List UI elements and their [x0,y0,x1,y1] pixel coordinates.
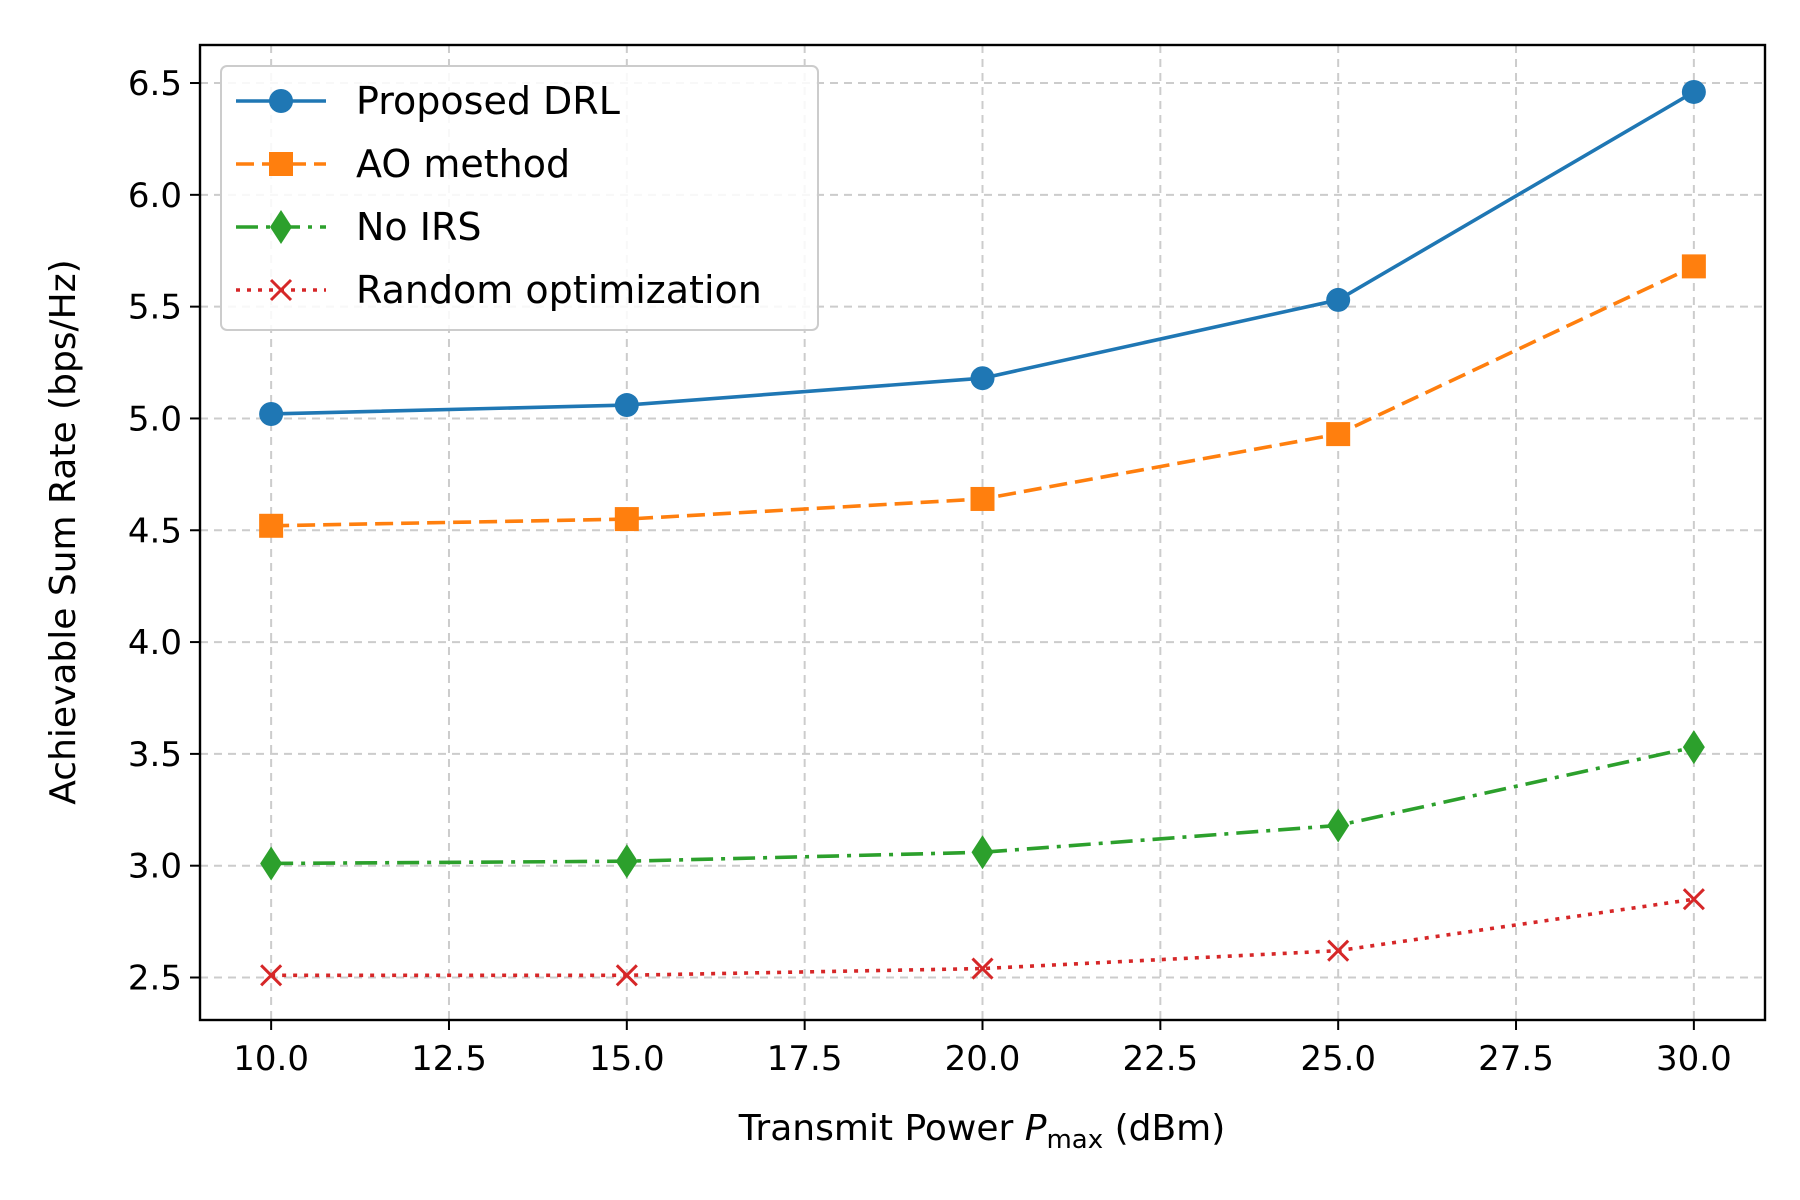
x-tick-label: 10.0 [233,1039,309,1079]
data-point-proposed-drl [1681,79,1706,104]
legend-entry-random-optimization: Random optimization [236,268,762,312]
legend: Proposed DRL AO method No IRS Random optimi… [220,65,819,331]
x-tick-label: 25.0 [1300,1039,1376,1079]
legend-label-no-irs: No IRS [356,205,482,249]
legend-marker-proposed-drl [269,89,293,113]
y-axis-label: Achievable Sum Rate (bps/Hz) [43,259,84,804]
ticks: 10.0 12.5 15.0 17.5 20.0 22.5 25.0 27.5 30.0 2.5 3… [128,64,1732,1079]
series-random-optimization [260,888,1705,987]
legend-marker-no-irs [270,210,292,244]
series-layer [259,79,1706,987]
data-point-ao-method [259,513,284,538]
y-tick-label: 3.5 [128,735,182,775]
data-point-ao-method [1681,254,1706,279]
data-point-ao-method [970,486,995,511]
series-ao-method [259,254,1706,538]
y-tick-label: 3.0 [128,847,182,887]
x-tick-label: 27.5 [1478,1039,1554,1079]
data-point-random-optimization [971,957,994,980]
grid [200,45,1765,1020]
legend-entry-no-irs: No IRS [236,205,482,249]
legend-label-ao-method: AO method [356,142,570,186]
legend-entry-ao-method: AO method [236,142,570,186]
x-tick-label: 12.5 [411,1039,487,1079]
data-point-random-optimization [1682,888,1705,911]
data-point-proposed-drl [614,393,639,418]
x-tick-label: 17.5 [767,1039,843,1079]
data-point-no-irs [1682,730,1705,765]
y-tick-label: 5.0 [128,399,182,439]
data-point-random-optimization [1327,939,1350,962]
y-tick-label: 4.5 [128,511,182,551]
x-tick-label: 22.5 [1122,1039,1198,1079]
data-point-ao-method [614,507,639,532]
data-point-proposed-drl [1326,287,1351,312]
series-proposed-drl [259,79,1706,426]
series-line-random-optimization [271,897,1695,978]
y-tick-label: 4.0 [128,623,182,663]
y-tick-label: 6.0 [128,176,182,216]
data-point-random-optimization [615,964,638,987]
x-axis-label: Transmit Power Pmax (dBm) [738,1108,1226,1155]
data-point-proposed-drl [259,401,284,426]
y-tick-label: 6.5 [128,64,182,104]
legend-label-proposed-drl: Proposed DRL [356,79,620,123]
legend-marker-random-optimization [269,278,293,302]
legend-entry-proposed-drl: Proposed DRL [236,79,620,123]
y-tick-label: 5.5 [128,288,182,328]
series-no-irs [260,730,1705,881]
legend-label-random-optimization: Random optimization [356,268,762,312]
legend-marker-ao-method [269,152,293,176]
data-point-random-optimization [260,964,283,987]
x-tick-label: 15.0 [589,1039,665,1079]
legend-box [220,65,819,331]
data-point-no-irs [260,846,283,881]
x-tick-label: 30.0 [1656,1039,1732,1079]
data-point-no-irs [971,835,994,870]
data-point-no-irs [615,844,638,879]
data-point-proposed-drl [970,366,995,391]
data-point-no-irs [1327,808,1350,843]
series-line-no-irs [271,745,1695,866]
y-tick-label: 2.5 [128,959,182,999]
data-point-ao-method [1326,422,1351,447]
x-tick-label: 20.0 [945,1039,1021,1079]
